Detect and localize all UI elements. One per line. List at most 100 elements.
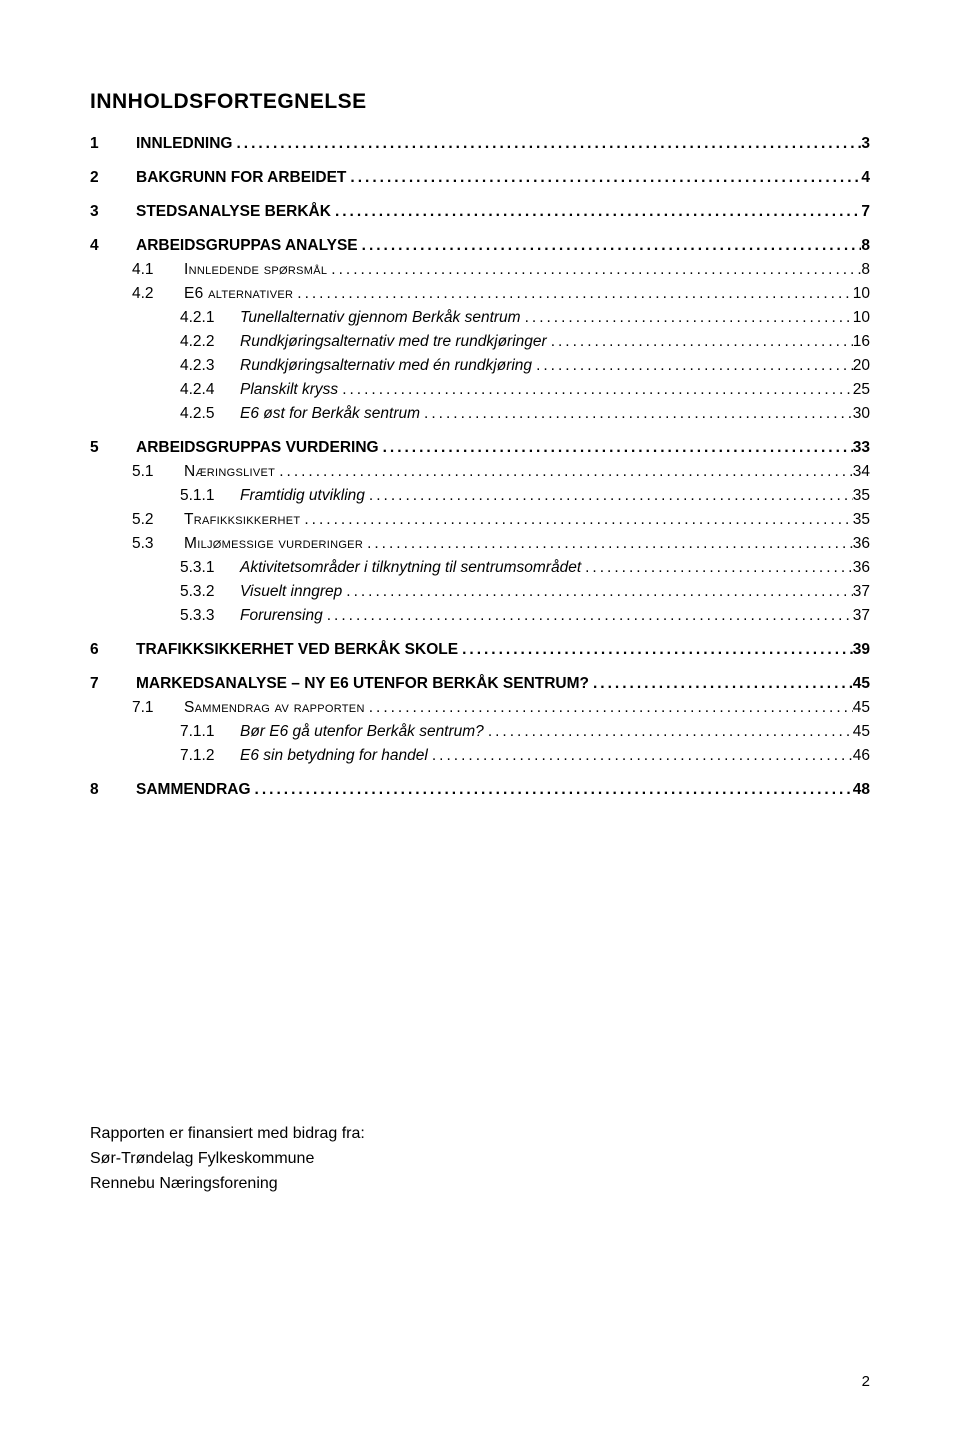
toc-entry-label: ARBEIDSGRUPPAS ANALYSE xyxy=(132,234,358,258)
toc-entry-number: 8 xyxy=(90,778,132,802)
toc-entry-label: Bør E6 gå utenfor Berkåk sentrum? xyxy=(236,720,484,744)
toc-leader-dots xyxy=(484,720,853,744)
toc-entry: 4ARBEIDSGRUPPAS ANALYSE 8 xyxy=(90,234,870,258)
toc-entry-number: 5.2 xyxy=(132,508,180,532)
toc-entry-page: 16 xyxy=(853,330,870,354)
toc-entry-label: STEDSANALYSE BERKÅK xyxy=(132,200,331,224)
toc-entry-page: 45 xyxy=(853,720,870,744)
toc-entry-page: 37 xyxy=(853,604,870,628)
toc-entry-label: Aktivitetsområder i tilknytning til sent… xyxy=(236,556,581,580)
toc-entry-number: 5.1.1 xyxy=(180,484,236,508)
toc-entry-number: 5 xyxy=(90,436,132,460)
toc-entry-number: 4.2.4 xyxy=(180,378,236,402)
toc-entry-number: 1 xyxy=(90,132,132,156)
toc-entry-label: SAMMENDRAG xyxy=(132,778,251,802)
toc-leader-dots xyxy=(338,378,853,402)
toc-entry-label: INNLEDNING xyxy=(132,132,232,156)
toc-leader-dots xyxy=(547,330,853,354)
toc-leader-dots xyxy=(532,354,853,378)
toc-leader-dots xyxy=(365,696,853,720)
toc-leader-dots xyxy=(323,604,853,628)
toc-entry-page: 35 xyxy=(853,508,870,532)
toc-leader-dots xyxy=(275,460,853,484)
toc-entry: 5.1.1Framtidig utvikling 35 xyxy=(90,484,870,508)
toc-entry-page: 8 xyxy=(861,234,870,258)
toc-entry-label: E6 alternativer xyxy=(180,282,293,306)
toc-entry-label: Forurensing xyxy=(236,604,323,628)
toc-entry-page: 4 xyxy=(861,166,870,190)
toc-entry-page: 8 xyxy=(861,258,870,282)
toc-entry-number: 7 xyxy=(90,672,132,696)
toc-entry-label: Miljømessige vurderinger xyxy=(180,532,363,556)
toc-entry-label: Framtidig utvikling xyxy=(236,484,365,508)
toc-leader-dots xyxy=(363,532,853,556)
toc-leader-dots xyxy=(327,258,861,282)
toc-entry-number: 6 xyxy=(90,638,132,662)
toc-entry-page: 45 xyxy=(853,696,870,720)
toc-entry: 5ARBEIDSGRUPPAS VURDERING33 xyxy=(90,436,870,460)
toc-entry: 1INNLEDNING 3 xyxy=(90,132,870,156)
toc-entry-label: Rundkjøringsalternativ med én rundkjørin… xyxy=(236,354,532,378)
toc-entry-page: 10 xyxy=(853,306,870,330)
toc-entry: 7.1.1Bør E6 gå utenfor Berkåk sentrum? 45 xyxy=(90,720,870,744)
toc-leader-dots xyxy=(458,638,853,662)
footer-line-2: Sør-Trøndelag Fylkeskommune xyxy=(90,1147,870,1172)
toc-entry-number: 4.1 xyxy=(132,258,180,282)
toc-leader-dots xyxy=(342,580,852,604)
toc-entry-label: Rundkjøringsalternativ med tre rundkjøri… xyxy=(236,330,547,354)
toc-entry: 7MARKEDSANALYSE – NY E6 UTENFOR BERKÅK S… xyxy=(90,672,870,696)
toc-entry-page: 37 xyxy=(853,580,870,604)
toc-entry: 4.1Innledende spørsmål 8 xyxy=(90,258,870,282)
toc-entry-number: 7.1.1 xyxy=(180,720,236,744)
toc-leader-dots xyxy=(358,234,862,258)
toc-leader-dots xyxy=(589,672,853,696)
toc-entry: 5.3Miljømessige vurderinger36 xyxy=(90,532,870,556)
toc-entry: 7.1Sammendrag av rapporten45 xyxy=(90,696,870,720)
toc-entry: 4.2.5E6 øst for Berkåk sentrum30 xyxy=(90,402,870,426)
toc-entry-label: E6 øst for Berkåk sentrum xyxy=(236,402,420,426)
toc-entry-label: ARBEIDSGRUPPAS VURDERING xyxy=(132,436,379,460)
toc-entry-page: 45 xyxy=(853,672,870,696)
footer-line-3: Rennebu Næringsforening xyxy=(90,1172,870,1197)
toc-entry-label: Sammendrag av rapporten xyxy=(180,696,365,720)
toc-entry-page: 36 xyxy=(853,556,870,580)
toc-entry-label: Næringslivet xyxy=(180,460,275,484)
toc-leader-dots xyxy=(428,744,853,768)
toc-leader-dots xyxy=(346,166,861,190)
toc-entry-number: 4.2.1 xyxy=(180,306,236,330)
toc-entry-label: Visuelt inngrep xyxy=(236,580,342,604)
toc-entry-page: 7 xyxy=(861,200,870,224)
toc-leader-dots xyxy=(251,778,853,802)
toc-entry-number: 5.1 xyxy=(132,460,180,484)
toc-leader-dots xyxy=(293,282,852,306)
toc-entry: 5.3.2Visuelt inngrep 37 xyxy=(90,580,870,604)
toc-entry: 7.1.2E6 sin betydning for handel46 xyxy=(90,744,870,768)
toc-entry-page: 39 xyxy=(853,638,870,662)
toc-entry-page: 36 xyxy=(853,532,870,556)
toc-entry-label: Planskilt kryss xyxy=(236,378,338,402)
toc-entry-number: 5.3.2 xyxy=(180,580,236,604)
toc-entry-label: Tunellalternativ gjennom Berkåk sentrum xyxy=(236,306,521,330)
footer-line-1: Rapporten er finansiert med bidrag fra: xyxy=(90,1122,870,1147)
toc-entry-number: 7.1.2 xyxy=(180,744,236,768)
toc-entry-number: 4.2.2 xyxy=(180,330,236,354)
toc-entry: 2BAKGRUNN FOR ARBEIDET4 xyxy=(90,166,870,190)
toc-entry-number: 5.3.1 xyxy=(180,556,236,580)
toc-entry-page: 48 xyxy=(853,778,870,802)
toc-entry: 4.2.1Tunellalternativ gjennom Berkåk sen… xyxy=(90,306,870,330)
toc-leader-dots xyxy=(420,402,853,426)
toc-entry-label: Innledende spørsmål xyxy=(180,258,327,282)
toc-entry-number: 4.2 xyxy=(132,282,180,306)
toc-entry-label: BAKGRUNN FOR ARBEIDET xyxy=(132,166,346,190)
toc-entry-number: 4.2.5 xyxy=(180,402,236,426)
toc-entry-number: 5.3.3 xyxy=(180,604,236,628)
toc-title: INNHOLDSFORTEGNELSE xyxy=(90,90,870,114)
toc-leader-dots xyxy=(379,436,853,460)
toc-entry-label: E6 sin betydning for handel xyxy=(236,744,428,768)
toc-entry-page: 35 xyxy=(853,484,870,508)
toc-entry-number: 4.2.3 xyxy=(180,354,236,378)
toc-entry: 4.2.2Rundkjøringsalternativ med tre rund… xyxy=(90,330,870,354)
toc-entry-number: 4 xyxy=(90,234,132,258)
toc-entry: 6TRAFIKKSIKKERHET VED BERKÅK SKOLE39 xyxy=(90,638,870,662)
toc-entry-page: 3 xyxy=(861,132,870,156)
